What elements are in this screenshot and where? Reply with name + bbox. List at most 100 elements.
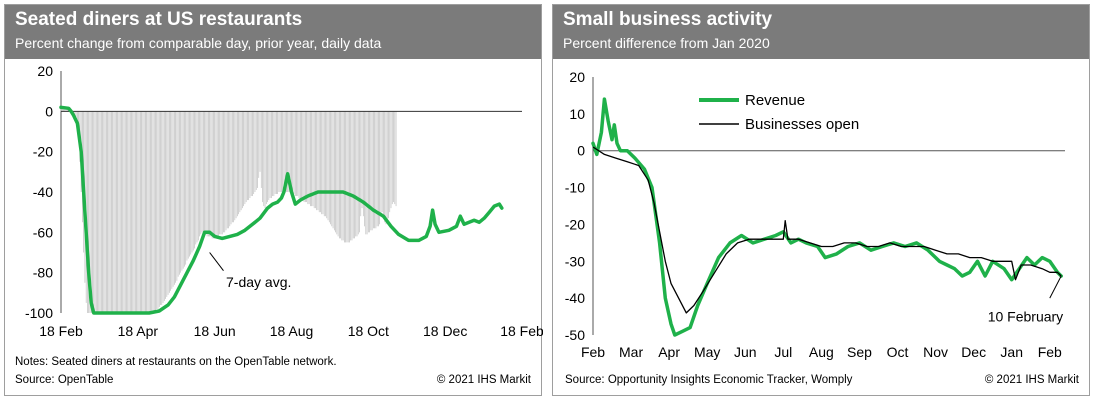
chart-panel-right: Small business activity Percent differen… [552,4,1090,396]
daily-bar [308,111,310,205]
x-tick-label: 18 Aug [270,323,314,339]
daily-bar [119,111,121,313]
y-tick-label: -20 [33,144,53,160]
daily-bar [349,111,350,243]
daily-bar [234,111,236,221]
daily-bar [393,111,394,203]
daily-bar [394,111,396,205]
daily-bar [374,111,375,229]
y-tick-label: 0 [577,143,585,159]
daily-bar [355,111,357,237]
daily-bar [257,111,258,188]
daily-bar [131,111,132,313]
daily-bar [66,109,68,112]
daily-bar [175,111,176,283]
daily-bar [247,111,248,201]
daily-bar [286,111,287,192]
daily-bar [102,111,103,313]
x-tick-label: Jun [734,344,757,360]
daily-bar [88,111,90,313]
daily-bar [322,111,324,215]
daily-bar [199,111,200,237]
daily-bar [331,111,333,227]
y-tick-label: -20 [565,216,585,232]
y-tick-label: -60 [33,224,53,240]
daily-bar [350,111,352,241]
daily-bar [118,111,120,313]
x-tick-label: Apr [658,344,680,360]
x-tick-label: Oct [887,344,909,360]
y-tick-label: 0 [45,103,53,119]
daily-bar [221,111,223,235]
daily-bar [391,111,393,205]
legend-label-revenue: Revenue [745,92,805,109]
x-tick-label: Jul [774,344,792,360]
daily-bar [114,111,116,313]
daily-bar [292,111,294,195]
x-tick-label: Aug [809,344,834,360]
daily-bar [248,111,250,201]
daily-bar [192,111,194,251]
daily-bar [326,111,328,219]
daily-bar [165,111,166,299]
daily-bar [289,111,291,192]
daily-bar [211,111,213,239]
daily-bar [157,111,159,309]
daily-bar [103,111,105,313]
daily-bar [92,111,93,313]
x-tick-label: Mar [619,344,643,360]
x-tick-label: 18 Dec [423,323,467,339]
daily-bar [327,111,329,221]
daily-bar [87,111,88,313]
daily-bar [364,111,365,227]
daily-bar [356,111,358,237]
daily-bar [240,111,242,211]
daily-bar [294,111,296,197]
daily-bar [123,111,125,313]
daily-bar [277,111,278,195]
daily-bar [307,111,309,205]
daily-bar [182,111,184,269]
daily-bar [267,111,268,203]
daily-bar [262,111,263,203]
daily-bar [196,111,198,243]
series-line-7-day-avg [59,105,504,315]
daily-bar [180,111,181,273]
daily-bar [233,111,234,223]
daily-bar [95,111,97,313]
daily-bar [204,111,205,235]
daily-bar [94,111,96,313]
daily-bar [145,111,146,313]
daily-bar [155,111,156,311]
daily-bar [117,111,119,313]
daily-bar [375,111,377,229]
daily-bar [320,111,321,213]
daily-bar [223,111,224,233]
daily-bar [202,111,204,233]
daily-bar [351,111,353,241]
daily-bar [302,111,304,201]
daily-bar [108,111,110,313]
daily-bar [147,111,149,313]
daily-bar [121,111,122,313]
daily-bar [201,111,203,233]
daily-bar [187,111,189,259]
daily-bar [278,111,280,192]
daily-bar [390,111,392,209]
y-tick-label: 20 [569,69,585,85]
chart-source: Source: Opportunity Insights Economic Tr… [565,374,853,386]
daily-bar [97,111,98,313]
y-tick-label: -40 [565,290,585,306]
daily-bar [383,111,384,217]
daily-bar [336,111,338,235]
daily-bar [369,111,370,233]
daily-bar [376,111,378,227]
chart-plot: 20 0 -20 -40 -60 -80 -100 18 Feb 18 Apr 18 Jun 18 … [25,63,543,339]
daily-bar [230,111,232,225]
daily-bar [386,111,388,223]
daily-bar [153,111,155,311]
daily-bar [90,111,92,313]
daily-bar [113,111,115,313]
daily-bar [316,111,318,211]
daily-bar [395,111,397,207]
